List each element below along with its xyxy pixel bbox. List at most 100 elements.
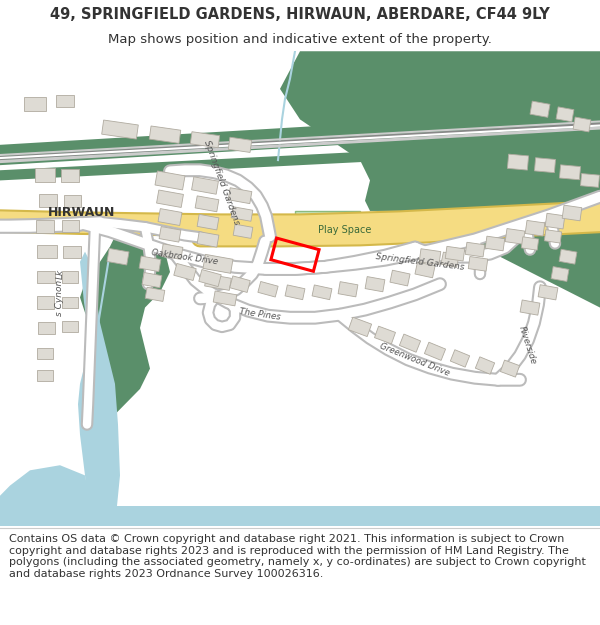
Polygon shape bbox=[39, 194, 57, 208]
Polygon shape bbox=[37, 271, 55, 283]
Polygon shape bbox=[37, 322, 55, 334]
Polygon shape bbox=[62, 321, 78, 332]
Polygon shape bbox=[544, 230, 562, 243]
Text: s Cynon: s Cynon bbox=[56, 279, 65, 316]
Polygon shape bbox=[280, 51, 600, 308]
Polygon shape bbox=[233, 224, 253, 238]
Polygon shape bbox=[551, 267, 569, 281]
Polygon shape bbox=[465, 242, 485, 257]
Polygon shape bbox=[468, 256, 488, 271]
Polygon shape bbox=[349, 318, 371, 337]
Polygon shape bbox=[520, 300, 540, 315]
Polygon shape bbox=[556, 107, 574, 122]
Polygon shape bbox=[0, 122, 600, 160]
Text: Map shows position and indicative extent of the property.: Map shows position and indicative extent… bbox=[108, 34, 492, 46]
Polygon shape bbox=[338, 282, 358, 297]
Text: Riverside: Riverside bbox=[517, 325, 538, 366]
Polygon shape bbox=[157, 190, 184, 208]
Polygon shape bbox=[36, 219, 54, 232]
Text: HIRWAUN: HIRWAUN bbox=[48, 206, 115, 219]
Polygon shape bbox=[61, 169, 79, 182]
Polygon shape bbox=[419, 249, 441, 264]
Polygon shape bbox=[142, 272, 162, 288]
Polygon shape bbox=[231, 207, 253, 221]
Polygon shape bbox=[63, 246, 81, 258]
Polygon shape bbox=[37, 245, 57, 258]
Polygon shape bbox=[37, 296, 53, 309]
Polygon shape bbox=[312, 285, 332, 299]
Polygon shape bbox=[64, 194, 80, 207]
Polygon shape bbox=[538, 285, 558, 300]
Polygon shape bbox=[559, 165, 581, 180]
Text: Oakbrook Drive: Oakbrook Drive bbox=[151, 248, 219, 266]
Polygon shape bbox=[545, 213, 565, 229]
Polygon shape bbox=[24, 97, 46, 111]
Polygon shape bbox=[107, 248, 129, 265]
Polygon shape bbox=[573, 117, 591, 132]
Polygon shape bbox=[581, 174, 599, 188]
Polygon shape bbox=[37, 370, 53, 381]
Polygon shape bbox=[228, 188, 252, 204]
Polygon shape bbox=[62, 220, 79, 232]
Text: Play Space: Play Space bbox=[319, 225, 371, 235]
Polygon shape bbox=[441, 252, 459, 268]
Polygon shape bbox=[0, 465, 90, 526]
Polygon shape bbox=[285, 285, 305, 299]
Polygon shape bbox=[451, 350, 470, 367]
Polygon shape bbox=[174, 264, 196, 281]
Polygon shape bbox=[485, 236, 505, 251]
Polygon shape bbox=[559, 249, 577, 264]
Polygon shape bbox=[365, 277, 385, 292]
Polygon shape bbox=[415, 262, 435, 278]
Polygon shape bbox=[525, 221, 545, 236]
Polygon shape bbox=[228, 138, 252, 152]
Polygon shape bbox=[530, 101, 550, 118]
Polygon shape bbox=[445, 246, 465, 261]
Polygon shape bbox=[101, 120, 139, 139]
Polygon shape bbox=[400, 334, 421, 352]
Polygon shape bbox=[62, 271, 78, 282]
Polygon shape bbox=[0, 506, 600, 526]
Text: Springfield Gardens: Springfield Gardens bbox=[202, 139, 242, 226]
Polygon shape bbox=[35, 168, 55, 182]
Polygon shape bbox=[505, 229, 525, 244]
Polygon shape bbox=[191, 177, 218, 194]
Polygon shape bbox=[56, 95, 74, 108]
Polygon shape bbox=[521, 237, 539, 250]
Text: The Pines: The Pines bbox=[239, 308, 281, 322]
Polygon shape bbox=[37, 348, 53, 359]
Polygon shape bbox=[562, 205, 582, 221]
Polygon shape bbox=[197, 232, 219, 248]
Text: Lk: Lk bbox=[56, 269, 65, 279]
Polygon shape bbox=[390, 270, 410, 286]
Polygon shape bbox=[0, 126, 600, 163]
Polygon shape bbox=[78, 252, 120, 526]
Polygon shape bbox=[213, 291, 237, 306]
Polygon shape bbox=[139, 256, 161, 272]
Polygon shape bbox=[258, 281, 278, 297]
Polygon shape bbox=[424, 342, 446, 361]
Polygon shape bbox=[205, 274, 232, 291]
Polygon shape bbox=[508, 154, 529, 170]
Text: Greenwood Drive: Greenwood Drive bbox=[379, 341, 451, 377]
Polygon shape bbox=[197, 214, 219, 230]
Polygon shape bbox=[230, 276, 250, 292]
Polygon shape bbox=[195, 196, 219, 212]
Polygon shape bbox=[155, 171, 185, 190]
Polygon shape bbox=[145, 288, 165, 301]
Polygon shape bbox=[62, 297, 78, 308]
Polygon shape bbox=[475, 357, 494, 374]
Polygon shape bbox=[190, 132, 220, 148]
Text: Springfield Gardens: Springfield Gardens bbox=[375, 252, 465, 272]
Polygon shape bbox=[0, 109, 600, 165]
Polygon shape bbox=[535, 158, 556, 172]
Polygon shape bbox=[80, 231, 170, 419]
Polygon shape bbox=[199, 269, 221, 287]
Polygon shape bbox=[159, 226, 181, 242]
Polygon shape bbox=[158, 209, 182, 226]
Polygon shape bbox=[203, 254, 233, 273]
Polygon shape bbox=[0, 121, 600, 156]
Polygon shape bbox=[500, 360, 520, 377]
Polygon shape bbox=[374, 326, 395, 344]
Text: Contains OS data © Crown copyright and database right 2021. This information is : Contains OS data © Crown copyright and d… bbox=[9, 534, 586, 579]
